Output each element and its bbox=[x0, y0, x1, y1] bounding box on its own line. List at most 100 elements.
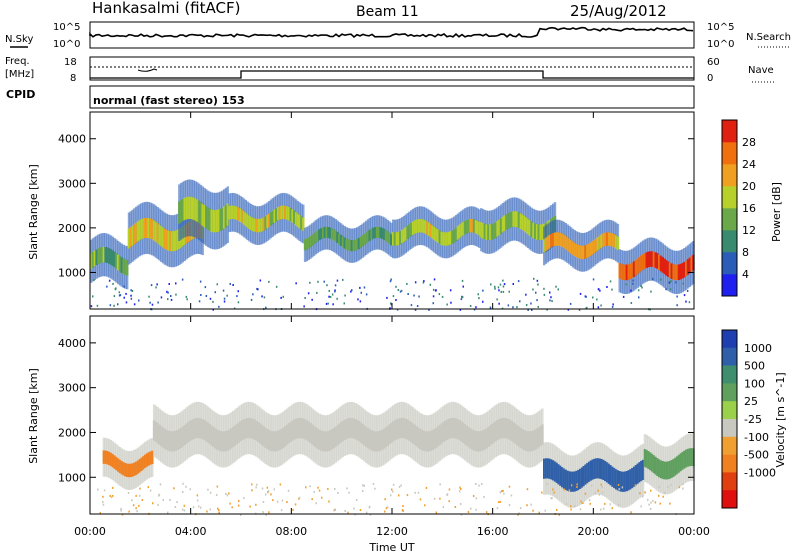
power-ytick-label: 4000 bbox=[58, 133, 86, 146]
power-noise-speck bbox=[536, 279, 539, 282]
power-echo-cell bbox=[357, 237, 361, 249]
velocity-echo-cell bbox=[622, 471, 625, 492]
noise-right-tick-top: 10^5 bbox=[707, 22, 734, 33]
power-echo-cell bbox=[327, 227, 330, 239]
power-echo-cell bbox=[338, 233, 341, 245]
velocity-echo-cell bbox=[652, 455, 656, 474]
velocity-noise-speck bbox=[669, 502, 671, 505]
velocity-noise-speck bbox=[475, 497, 478, 500]
power-noise-speck bbox=[328, 289, 330, 292]
velocity-noise-speck bbox=[392, 483, 395, 486]
velocity-noise-speck bbox=[359, 509, 362, 511]
power-noise-speck bbox=[280, 296, 282, 299]
power-noise-speck bbox=[512, 283, 514, 285]
velocity-echo-cell bbox=[440, 423, 443, 444]
velocity-colorbar-swatch bbox=[722, 490, 737, 509]
velocity-ytick-label: 3000 bbox=[58, 382, 86, 395]
velocity-noise-speck bbox=[141, 499, 144, 501]
power-echo-cell bbox=[298, 215, 301, 229]
power-noise-speck bbox=[125, 301, 128, 304]
velocity-echo-cell bbox=[525, 430, 528, 451]
cpid-text: normal (fast stereo) 153 bbox=[93, 94, 245, 107]
power-noise-speck bbox=[503, 283, 506, 286]
power-noise-speck bbox=[449, 289, 452, 292]
power-colorbar-tick: 16 bbox=[742, 202, 756, 215]
power-noise-speck bbox=[502, 290, 505, 293]
power-noise-speck bbox=[175, 293, 177, 296]
velocity-noise-speck bbox=[475, 508, 477, 511]
velocity-noise-speck bbox=[652, 499, 654, 502]
velocity-echo-cell bbox=[677, 454, 681, 473]
velocity-noise-speck bbox=[139, 487, 141, 490]
velocity-echo-cell bbox=[431, 429, 434, 451]
power-echo-cell bbox=[623, 264, 627, 281]
power-noise-speck bbox=[317, 280, 319, 283]
velocity-echo-cell bbox=[183, 425, 186, 446]
velocity-noise-speck bbox=[588, 499, 591, 502]
velocity-noise-speck bbox=[255, 486, 257, 489]
power-echo-cell bbox=[562, 234, 566, 248]
power-echo-cell bbox=[517, 212, 521, 228]
power-noise-speck bbox=[638, 296, 640, 299]
velocity-noise-speck bbox=[526, 504, 528, 507]
power-echo-cell bbox=[489, 224, 492, 240]
power-echo-cell bbox=[451, 230, 454, 244]
power-noise-speck bbox=[537, 283, 539, 286]
power-echo-cell bbox=[255, 218, 258, 233]
power-noise-speck bbox=[462, 285, 464, 288]
power-noise-speck bbox=[418, 295, 420, 298]
power-noise-speck bbox=[167, 291, 169, 294]
velocity-echo-cell bbox=[327, 430, 330, 452]
velocity-echo-cell bbox=[305, 420, 309, 441]
power-echo-cell bbox=[586, 244, 589, 259]
velocity-echo-cell bbox=[638, 462, 641, 483]
power-echo-cell bbox=[388, 232, 391, 244]
velocity-echo-cell bbox=[280, 428, 283, 449]
velocity-echo-cell bbox=[303, 419, 307, 440]
power-echo-cell bbox=[417, 219, 420, 233]
velocity-echo-cell bbox=[496, 419, 499, 441]
power-noise-speck bbox=[336, 297, 338, 300]
power-echo-cell bbox=[595, 238, 598, 252]
velocity-echo-cell bbox=[401, 417, 404, 439]
power-echo-cell bbox=[152, 220, 156, 241]
velocity-noise-speck bbox=[157, 503, 159, 506]
velocity-echo-cell bbox=[568, 471, 571, 492]
power-noise-speck bbox=[517, 280, 520, 283]
velocity-colorbar-tick: 1000 bbox=[744, 342, 772, 355]
velocity-noise-speck bbox=[552, 488, 554, 491]
velocity-echo-cell bbox=[683, 450, 686, 469]
power-noise-speck bbox=[360, 291, 362, 294]
velocity-noise-speck bbox=[334, 508, 336, 511]
power-colorbar-tick: 24 bbox=[742, 158, 756, 171]
power-echo-cell bbox=[287, 207, 291, 221]
power-noise-speck bbox=[389, 307, 391, 310]
power-echo-cell bbox=[268, 213, 271, 228]
power-echo-cell bbox=[393, 232, 397, 246]
velocity-echo-cell bbox=[165, 429, 168, 450]
velocity-echo-cell bbox=[510, 420, 513, 442]
velocity-echo-cell bbox=[462, 422, 465, 443]
velocity-noise-speck bbox=[470, 507, 472, 510]
power-noise-speck bbox=[438, 293, 441, 296]
velocity-echo-cell bbox=[458, 420, 461, 441]
velocity-echo-cell bbox=[273, 431, 276, 452]
velocity-echo-cell bbox=[368, 429, 371, 450]
power-noise-speck bbox=[557, 288, 559, 291]
power-echo-cell bbox=[397, 231, 400, 246]
power-echo-cell bbox=[205, 206, 208, 229]
power-noise-speck bbox=[432, 302, 434, 305]
velocity-echo-cell bbox=[453, 418, 456, 439]
velocity-echo-cell bbox=[156, 423, 159, 444]
velocity-echo-cell bbox=[445, 419, 449, 440]
velocity-echo-cell bbox=[530, 431, 533, 452]
velocity-echo-cell bbox=[636, 463, 639, 484]
velocity-noise-speck bbox=[454, 506, 457, 508]
velocity-colorbar-swatch bbox=[722, 436, 737, 455]
power-noise-speck bbox=[579, 292, 582, 295]
velocity-echo-cell bbox=[228, 429, 231, 450]
power-noise-speck bbox=[307, 292, 310, 295]
power-noise-speck bbox=[265, 306, 267, 309]
power-noise-speck bbox=[586, 306, 588, 309]
velocity-echo-cell bbox=[641, 459, 645, 480]
